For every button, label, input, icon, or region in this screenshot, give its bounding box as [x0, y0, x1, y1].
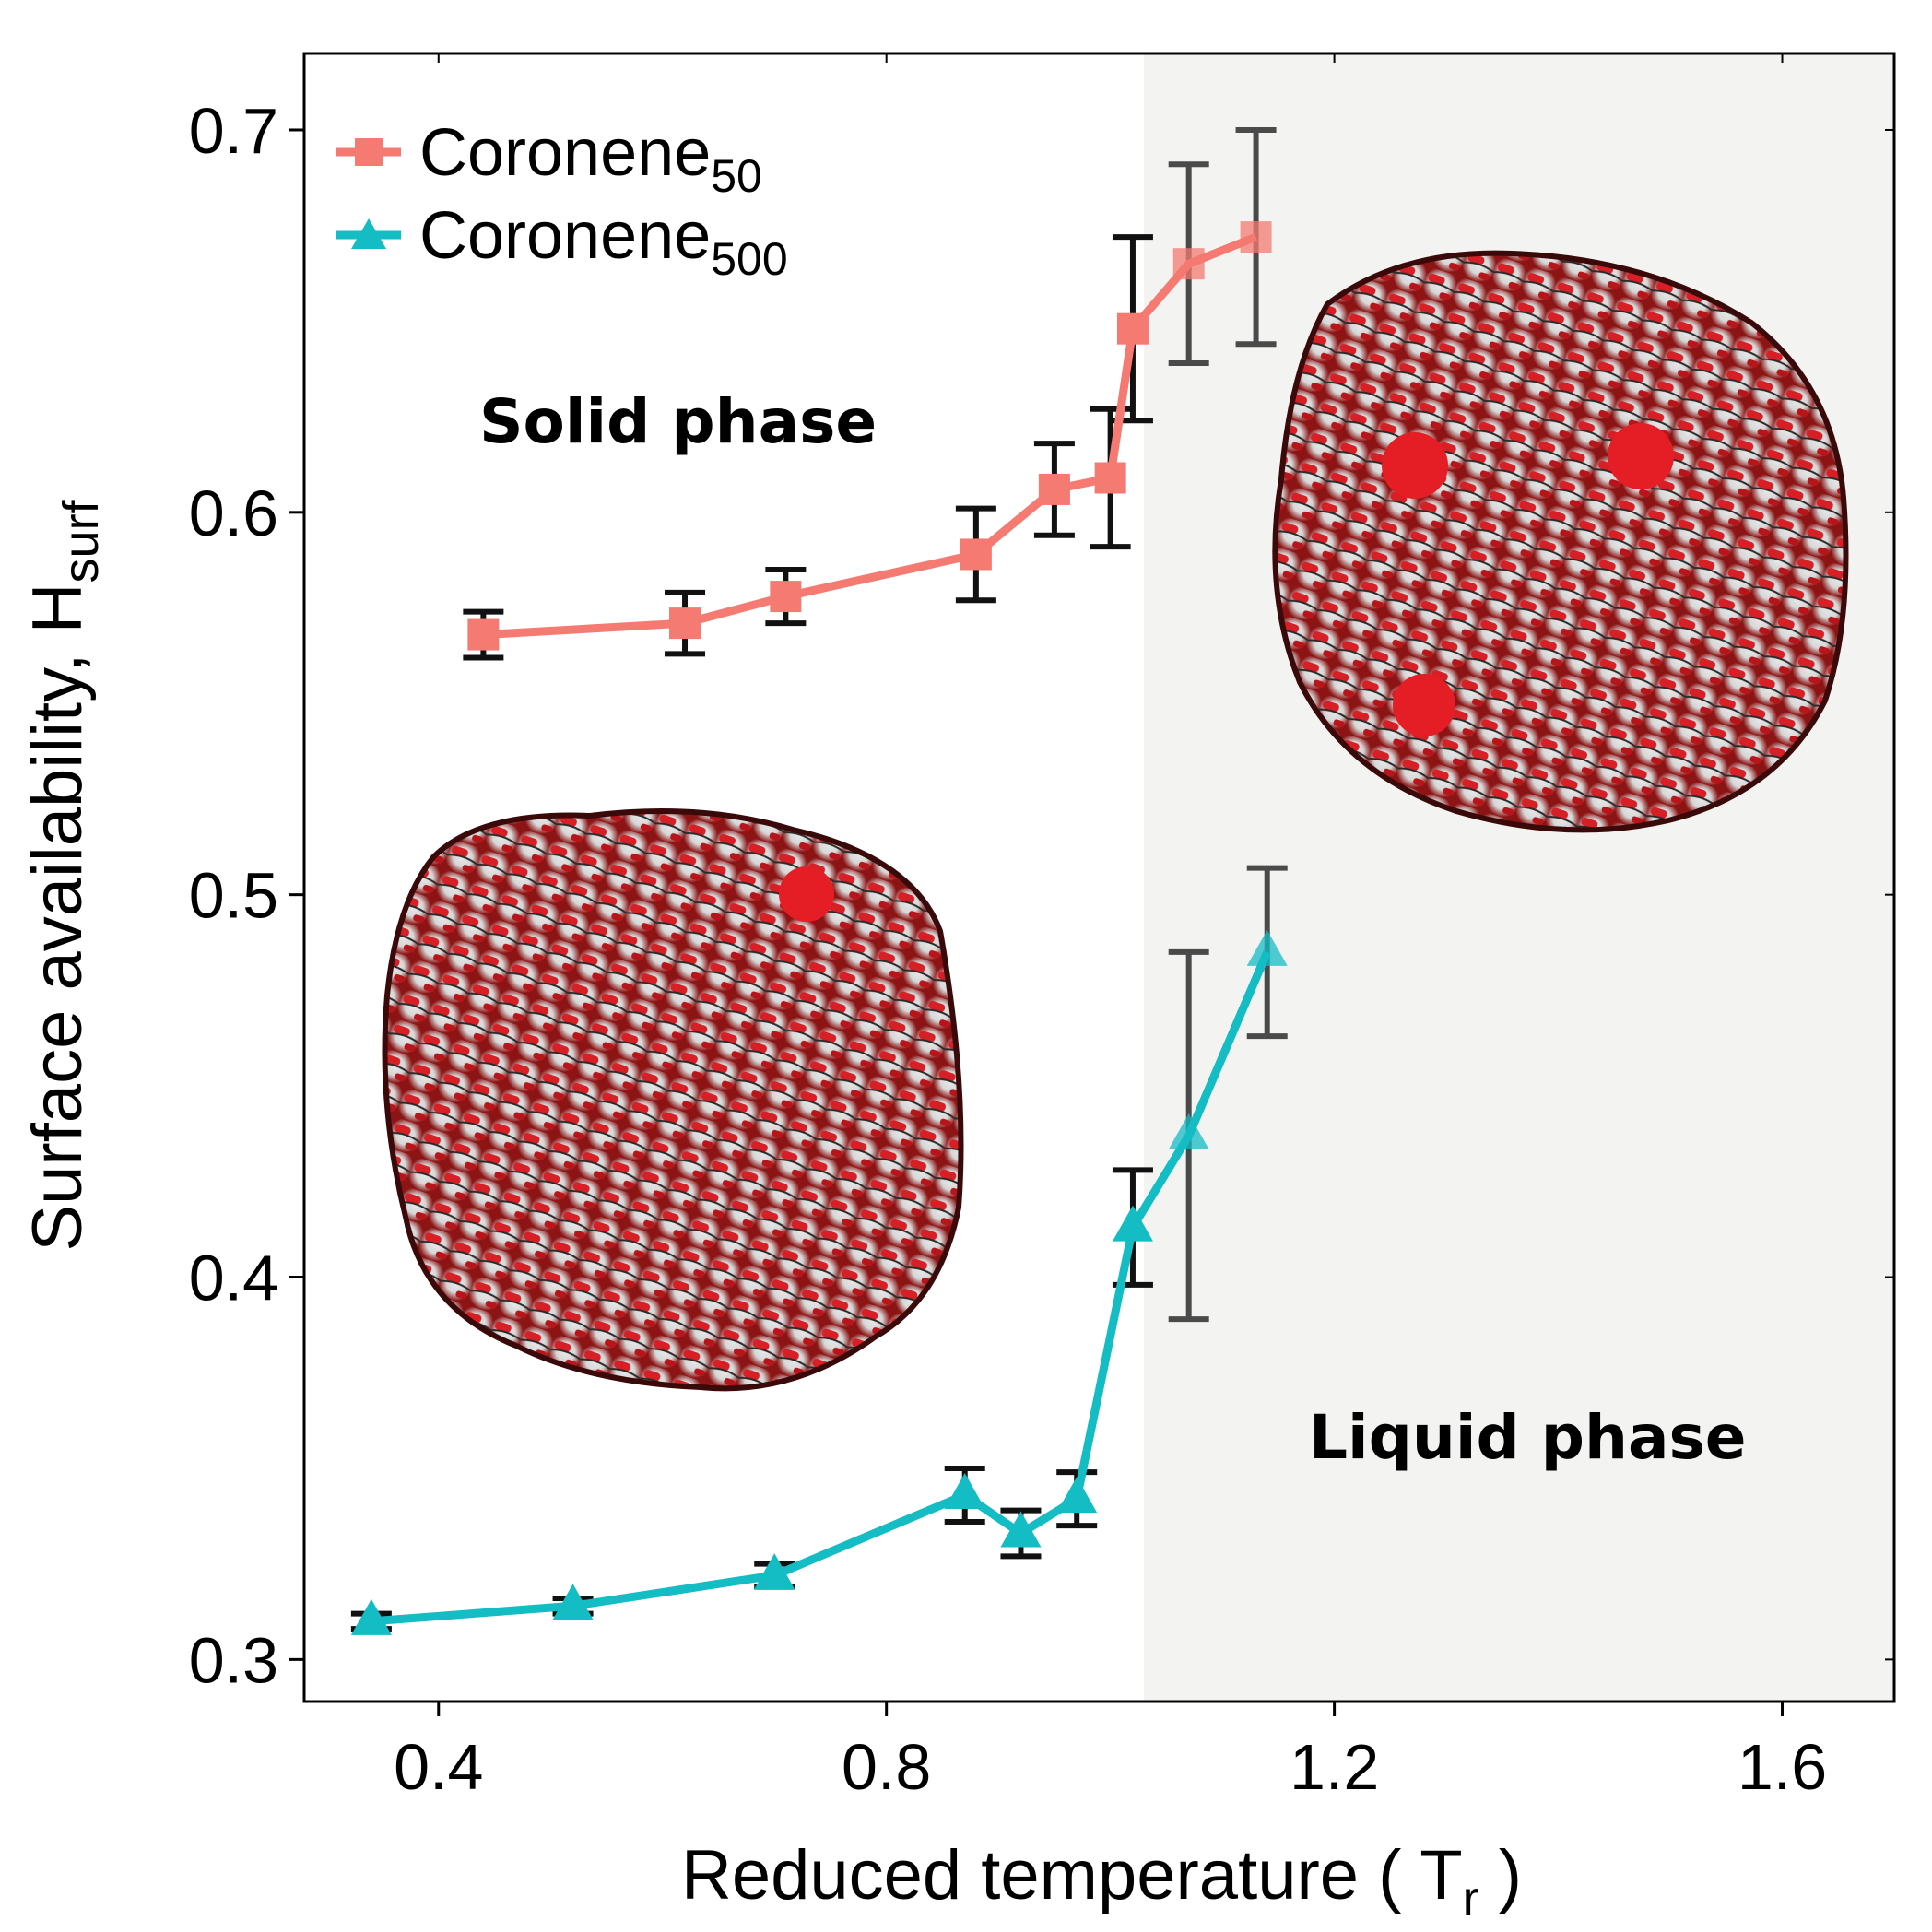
solid-phase-label: Solid phase: [479, 386, 877, 457]
y-axis-title: Surface availability, Hsurf: [18, 499, 109, 1251]
plot-frame: [302, 52, 1896, 1703]
data-point-coronene50: [1116, 312, 1149, 345]
y-tick-label: 0.7: [189, 95, 278, 167]
legend-label-coronene50: Coronene50: [419, 116, 762, 202]
data-point-coronene500: [1056, 1477, 1098, 1514]
data-point-coronene500: [1000, 1511, 1042, 1548]
legend-label-coronene500: Coronene500: [419, 199, 788, 285]
data-point-coronene50: [770, 581, 802, 613]
data-point-coronene500: [350, 1598, 392, 1635]
series-layer: [350, 126, 1288, 1635]
legend: Coronene50 Coronene500: [336, 116, 788, 285]
molecular-cluster-images: [382, 250, 1849, 1392]
series-coronene500: [350, 865, 1288, 1635]
liquid-phase-label: Liquid phase: [1309, 1402, 1747, 1473]
data-point-coronene50: [960, 538, 992, 571]
data-point-coronene50: [1240, 221, 1272, 253]
data-point-coronene50: [1094, 462, 1126, 494]
data-point-coronene50: [1172, 248, 1205, 280]
data-point-coronene50: [467, 618, 500, 651]
data-point-coronene500: [1246, 929, 1288, 966]
legend-item-coronene50: Coronene50: [336, 116, 762, 202]
y-tick-label: 0.5: [189, 860, 278, 932]
data-point-coronene500: [1112, 1205, 1153, 1242]
y-tick-label: 0.3: [189, 1624, 278, 1696]
x-axis-title: Reduced temperature ( Tr ): [681, 1836, 1522, 1926]
legend-marker-coronene50: [355, 138, 383, 166]
x-tick-label: 1.6: [1738, 1731, 1827, 1803]
legend-marker-coronene500: [351, 218, 386, 249]
coronene50-cluster-image: [1272, 250, 1849, 833]
data-point-coronene50: [1038, 473, 1070, 505]
axes: 0.4 0.8 1.2 1.6 0.3 0.4 0.5 0.6 0.7: [189, 52, 1896, 1803]
y-tick-label: 0.6: [189, 477, 278, 549]
x-tick-label: 0.8: [842, 1731, 931, 1803]
data-point-coronene500: [944, 1472, 985, 1509]
coronene500-cluster-image: [382, 808, 964, 1392]
x-tick-label: 1.2: [1290, 1731, 1379, 1803]
data-point-coronene500: [754, 1553, 795, 1590]
data-point-coronene50: [669, 607, 701, 640]
y-tick-label: 0.4: [189, 1243, 278, 1314]
series-coronene50: [463, 126, 1277, 661]
data-point-coronene500: [1168, 1113, 1209, 1150]
data-point-coronene500: [552, 1584, 594, 1620]
x-tick-label: 0.4: [394, 1731, 483, 1803]
legend-item-coronene500: Coronene500: [336, 199, 788, 285]
